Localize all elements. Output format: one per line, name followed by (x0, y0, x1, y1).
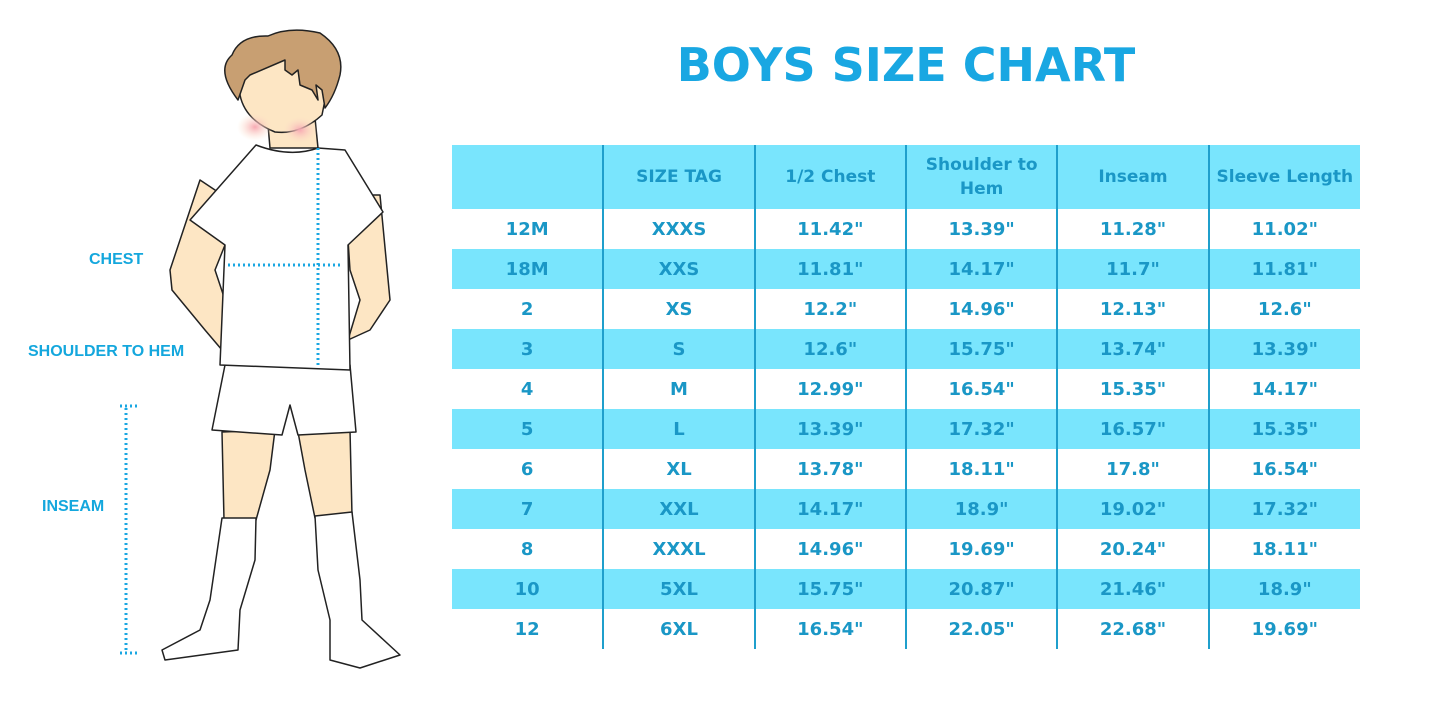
table-cell: XXS (602, 249, 755, 289)
table-cell: 18.11" (904, 449, 1058, 489)
table-row: 5 L 13.39" 17.32" 16.57" 15.35" (452, 409, 1360, 449)
table-cell: 13.39" (904, 209, 1058, 249)
shoulder-to-hem-label: SHOULDER TO HEM (28, 343, 185, 360)
column-header: SIZE TAG (602, 145, 755, 209)
table-cell: 15.75" (753, 569, 906, 609)
table-cell: 11.28" (1056, 209, 1209, 249)
table-cell: 11.7" (1056, 249, 1209, 289)
table-row: 8 XXXL 14.96" 19.69" 20.24" 18.11" (452, 529, 1360, 569)
table-cell: 12M (505, 218, 549, 240)
table-cell: 16.54" (753, 609, 906, 649)
table-row: 12M XXXS 11.42" 13.39" 11.28" 11.02" (452, 209, 1360, 249)
table-cell: XS (602, 289, 755, 329)
chest-label: CHEST (89, 251, 144, 268)
table-row: 7 XXL 14.17" 18.9" 19.02" 17.32" (452, 489, 1360, 529)
table-cell: 14.96" (904, 289, 1058, 329)
column-header: Inseam (1056, 145, 1209, 209)
table-cell: 17.32" (1207, 489, 1360, 529)
table-cell: 13.39" (753, 409, 906, 449)
table-cell: M (602, 369, 755, 409)
table-cell: 14.17" (1207, 369, 1360, 409)
table-cell: 18.11" (1207, 529, 1360, 569)
table-cell: 15.35" (1056, 369, 1209, 409)
table-cell: 14.17" (904, 249, 1058, 289)
table-cell: XXXS (602, 209, 755, 249)
column-header: Sleeve Length (1207, 145, 1360, 209)
table-cell: 19.02" (1056, 489, 1209, 529)
table-cell: 14.96" (753, 529, 906, 569)
table-cell: XXL (602, 489, 755, 529)
table-cell: 5XL (602, 569, 755, 609)
column-header (452, 145, 604, 209)
table-cell: 11.81" (753, 249, 906, 289)
table-cell: 12 (514, 618, 540, 640)
table-cell: 13.74" (1056, 329, 1209, 369)
table-row: 12 6XL 16.54" 22.05" 22.68" 19.69" (452, 609, 1360, 649)
table-cell: 13.78" (753, 449, 906, 489)
table-cell: 18.9" (904, 489, 1058, 529)
table-cell: 3 (452, 329, 604, 369)
column-header: Shoulder to Hem (904, 145, 1058, 209)
table-cell: 14.17" (753, 489, 906, 529)
table-cell: 12.13" (1056, 289, 1209, 329)
table-row: 18M XXS 11.81" 14.17" 11.7" 11.81" (452, 249, 1360, 289)
table-cell: 16.57" (1056, 409, 1209, 449)
table-cell: 19.69" (1207, 609, 1360, 649)
table-cell: 16.54" (904, 369, 1058, 409)
table-cell: 8 (520, 538, 534, 560)
page-title: BOYS SIZE CHART (676, 38, 1136, 92)
table-cell: 21.46" (1056, 569, 1209, 609)
table-cell: 10 (452, 569, 604, 609)
column-header: 1/2 Chest (753, 145, 906, 209)
table-cell: 18.9" (1207, 569, 1360, 609)
table-cell: 11.81" (1207, 249, 1360, 289)
table-row: 4 M 12.99" 16.54" 15.35" 14.17" (452, 369, 1360, 409)
table-cell: XL (602, 449, 755, 489)
table-cell: 4 (520, 378, 534, 400)
table-cell: 7 (452, 489, 604, 529)
size-chart-table: SIZE TAG 1/2 Chest Shoulder to Hem Inseam Sl… (452, 145, 1360, 649)
table-cell: 15.35" (1207, 409, 1360, 449)
table-cell: 19.69" (904, 529, 1058, 569)
table-cell: S (602, 329, 755, 369)
table-row: 2 XS 12.2" 14.96" 12.13" 12.6" (452, 289, 1360, 329)
table-row: 10 5XL 15.75" 20.87" 21.46" 18.9" (452, 569, 1360, 609)
table-cell: 16.54" (1207, 449, 1360, 489)
table-cell: 18M (452, 249, 604, 289)
table-cell: 12.2" (753, 289, 906, 329)
table-row: 6 XL 13.78" 18.11" 17.8" 16.54" (452, 449, 1360, 489)
inseam-label: INSEAM (42, 498, 105, 515)
table-cell: 12.6" (753, 329, 906, 369)
table-cell: 2 (520, 298, 534, 320)
boy-measurement-illustration (120, 29, 401, 669)
table-cell: 12.99" (753, 369, 906, 409)
table-cell: 6XL (602, 609, 755, 649)
table-header-row: SIZE TAG 1/2 Chest Shoulder to Hem Inseam Sl… (452, 145, 1360, 209)
table-row: 3 S 12.6" 15.75" 13.74" 13.39" (452, 329, 1360, 369)
table-cell: 6 (520, 458, 534, 480)
table-cell: L (602, 409, 755, 449)
table-cell: 12.6" (1207, 289, 1360, 329)
table-cell: 20.24" (1056, 529, 1209, 569)
table-cell: 17.8" (1056, 449, 1209, 489)
table-cell: 20.87" (904, 569, 1058, 609)
table-cell: 5 (452, 409, 604, 449)
table-cell: XXXL (602, 529, 755, 569)
table-cell: 11.02" (1207, 209, 1360, 249)
table-cell: 15.75" (904, 329, 1058, 369)
table-cell: 13.39" (1207, 329, 1360, 369)
table-cell: 22.68" (1056, 609, 1209, 649)
table-cell: 22.05" (904, 609, 1058, 649)
table-cell: 11.42" (753, 209, 906, 249)
table-cell: 17.32" (904, 409, 1058, 449)
